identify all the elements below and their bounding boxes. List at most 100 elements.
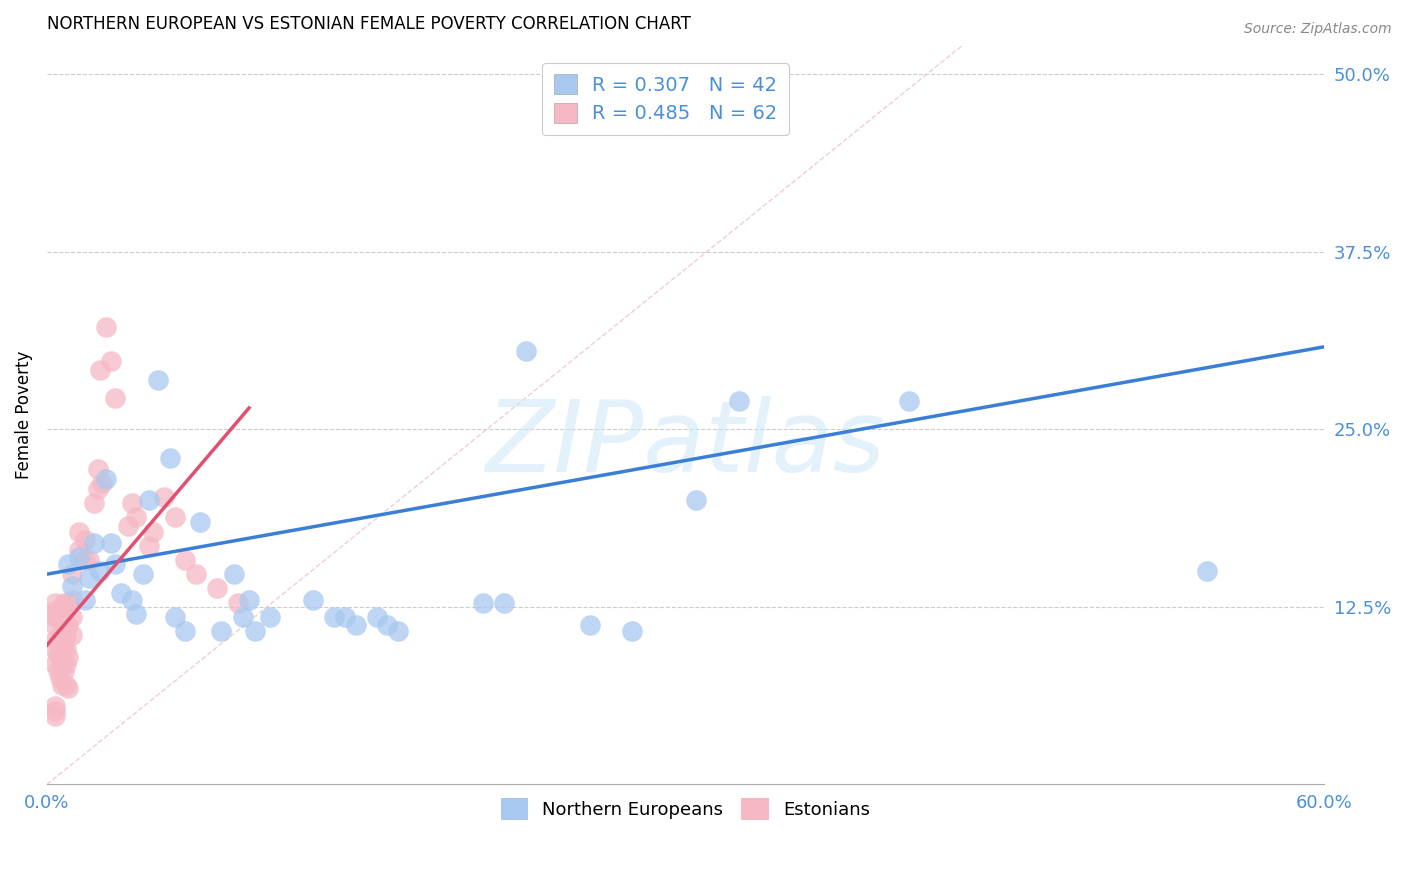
Point [224,567,246,582]
Point [83,536,105,550]
Point [188,515,211,529]
Point [56,618,79,632]
Point [138,493,160,508]
Point [366,609,388,624]
Point [44,604,66,618]
Point [48,628,70,642]
Point [52,635,75,649]
Point [621,624,644,638]
Point [44,596,66,610]
Point [125,607,148,621]
Point [897,393,920,408]
Point [159,450,181,465]
Point [55,628,77,642]
Point [79,571,101,585]
Point [75,553,97,567]
Point [153,491,176,505]
Point [44,618,66,632]
Point [52,664,75,678]
Point [51,642,73,657]
Point [55,657,77,671]
Point [100,354,122,368]
Point [44,704,66,718]
Point [62,609,84,624]
Point [48,671,70,685]
Point [121,496,143,510]
Point [62,567,84,582]
Point [89,564,111,578]
Point [515,344,537,359]
Point [51,678,73,692]
Point [104,391,127,405]
Point [494,596,516,610]
Point [51,604,73,618]
Point [67,550,90,565]
Point [259,609,281,624]
Point [727,393,749,408]
Point [46,635,69,649]
Point [52,596,75,610]
Point [110,585,132,599]
Point [62,628,84,642]
Point [96,320,118,334]
Point [174,624,197,638]
Point [121,592,143,607]
Y-axis label: Female Poverty: Female Poverty [15,351,32,479]
Point [48,609,70,624]
Point [344,618,367,632]
Point [51,657,73,671]
Point [56,558,79,572]
Point [62,578,84,592]
Point [75,533,97,547]
Point [323,609,346,624]
Point [87,482,110,496]
Point [232,609,254,624]
Point [56,596,79,610]
Point [146,372,169,386]
Point [245,624,267,638]
Point [91,476,114,491]
Point [163,609,186,624]
Point [67,524,90,539]
Point [387,624,409,638]
Point [131,567,153,582]
Point [46,664,69,678]
Point [46,647,69,661]
Point [44,632,66,647]
Text: ZIPatlas: ZIPatlas [485,396,886,493]
Point [44,642,66,657]
Point [472,596,495,610]
Point [125,510,148,524]
Point [238,592,260,607]
Text: NORTHERN EUROPEAN VS ESTONIAN FEMALE POVERTY CORRELATION CHART: NORTHERN EUROPEAN VS ESTONIAN FEMALE POV… [46,15,690,33]
Point [685,493,707,508]
Point [184,567,207,582]
Point [89,362,111,376]
Point [104,558,127,572]
Point [46,609,69,624]
Point [205,582,228,596]
Point [333,609,356,624]
Point [96,472,118,486]
Point [83,496,105,510]
Point [377,618,399,632]
Point [209,624,232,638]
Point [163,510,186,524]
Point [100,536,122,550]
Point [79,553,101,567]
Point [174,553,197,567]
Text: Source: ZipAtlas.com: Source: ZipAtlas.com [1244,22,1392,37]
Point [52,614,75,628]
Point [67,543,90,558]
Point [142,524,165,539]
Point [228,596,250,610]
Point [56,681,79,695]
Point [87,462,110,476]
Point [302,592,325,607]
Point [56,649,79,664]
Point [578,618,600,632]
Point [62,592,84,607]
Point [117,519,139,533]
Point [44,699,66,714]
Legend: Northern Europeans, Estonians: Northern Europeans, Estonians [494,790,877,827]
